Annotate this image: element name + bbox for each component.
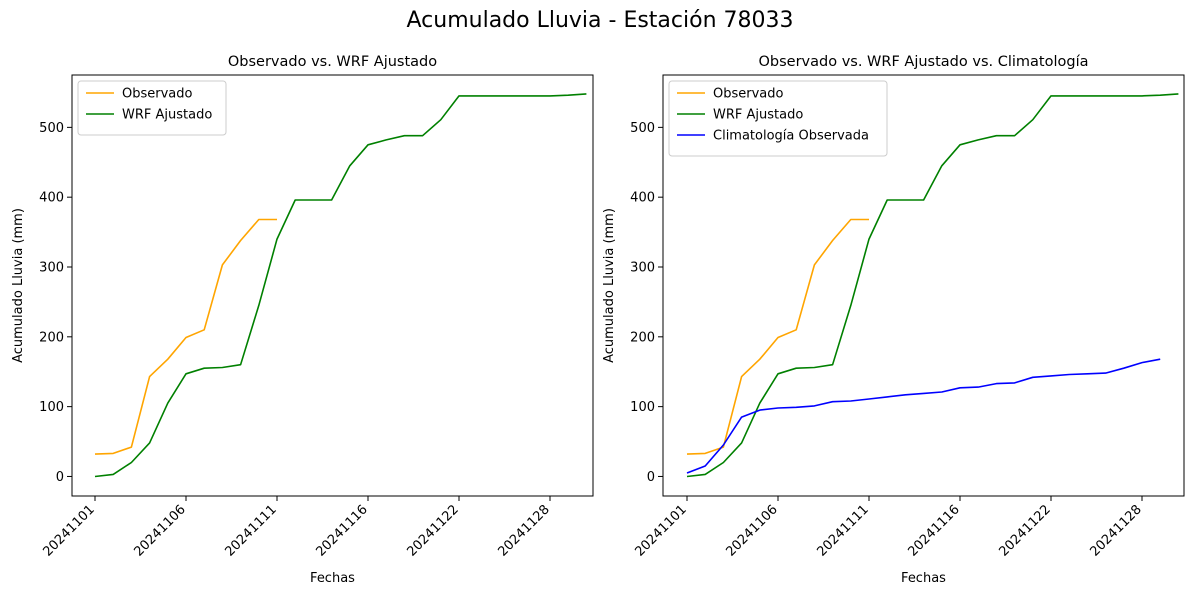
x-tick-label: 20241106	[131, 502, 188, 559]
plot-frame	[662, 74, 1185, 497]
x-axis-label: Fechas	[901, 571, 946, 586]
legend-box	[668, 80, 888, 157]
chart-title: Observado vs. WRF Ajustado	[228, 54, 437, 70]
x-tick-label: 20241128	[495, 502, 552, 559]
x-tick-label: 20241122	[996, 502, 1053, 559]
x-tick-label: 20241128	[1087, 502, 1144, 559]
plot-frame	[71, 74, 594, 497]
y-tick-label: 300	[630, 260, 655, 275]
chart-panel-1: Observado vs. WRF Ajustado 0 100 200 300 400 5…	[11, 54, 594, 586]
y-axis-label: Acumulado Lluvia (mm)	[602, 208, 617, 363]
x-tick-label: 20241111	[222, 502, 279, 559]
x-tick-label: 20241122	[404, 502, 461, 559]
series-line-wrf-ajustado	[686, 93, 1179, 478]
series-line-climatologia-observada	[686, 358, 1161, 474]
series-line-observado	[686, 218, 869, 455]
y-tick-label: 300	[39, 260, 64, 275]
legend-label: WRF Ajustado	[713, 108, 803, 123]
y-tick-label: 500	[39, 121, 64, 136]
legend-label: Climatología Observada	[713, 129, 869, 144]
legend: Observado WRF Ajustado Climatología Observ…	[668, 80, 888, 157]
legend-label: Observado	[122, 87, 193, 102]
chart-title: Observado vs. WRF Ajustado vs. Climatolo…	[759, 54, 1089, 70]
y-tick-label: 200	[39, 330, 64, 345]
y-tick-label: 0	[56, 470, 64, 485]
x-tick-label: 20241101	[632, 502, 689, 559]
y-tick-label: 0	[647, 470, 655, 485]
legend-label: Observado	[713, 87, 784, 102]
x-tick-label: 20241116	[905, 502, 962, 559]
x-tick-label: 20241106	[723, 502, 780, 559]
y-tick-label: 100	[39, 400, 64, 415]
x-axis-label: Fechas	[310, 571, 355, 586]
x-tick-label: 20241111	[814, 502, 871, 559]
y-axis-label: Acumulado Lluvia (mm)	[11, 208, 26, 363]
y-tick-label: 100	[630, 400, 655, 415]
legend-box	[77, 80, 227, 136]
y-tick-label: 200	[630, 330, 655, 345]
legend: Observado WRF Ajustado	[77, 80, 227, 136]
series-line-wrf-ajustado	[94, 93, 587, 478]
y-tick-label: 400	[39, 191, 64, 206]
x-tick-label: 20241101	[40, 502, 97, 559]
figure-title: Acumulado Lluvia - Estación 78033	[406, 8, 794, 33]
legend-label: WRF Ajustado	[122, 108, 212, 123]
series-line-observado	[94, 218, 277, 455]
chart-panel-2: Observado vs. WRF Ajustado vs. Climatolo…	[602, 54, 1185, 586]
y-tick-label: 400	[630, 191, 655, 206]
x-tick-label: 20241116	[313, 502, 370, 559]
y-tick-label: 500	[630, 121, 655, 136]
